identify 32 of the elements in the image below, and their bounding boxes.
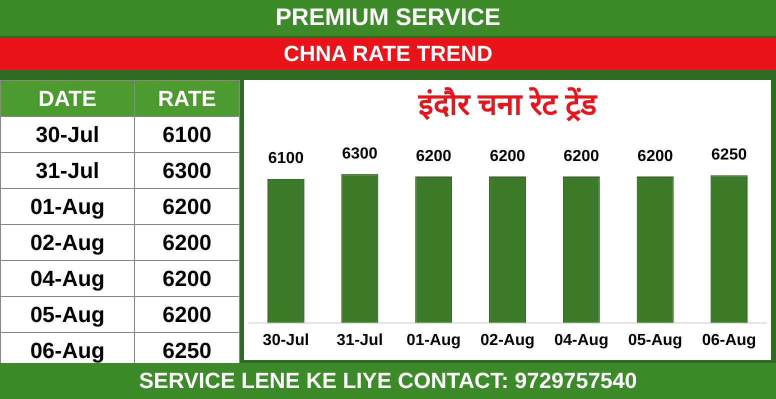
- x-tick-label: 31-Jul: [336, 332, 383, 349]
- text: PREMIUM SERVICE: [0, 0, 776, 36]
- x-tick-label: 01-Aug: [406, 332, 461, 349]
- x-tick-label: 04-Aug: [554, 332, 608, 349]
- x-tick-label: 30-Jul: [262, 332, 310, 349]
- data-label: 6300: [134, 152, 240, 188]
- data-label: 6200: [134, 296, 240, 332]
- data-label: 6250: [711, 146, 747, 164]
- category-label: 30-Jul: [0, 116, 134, 152]
- text: SERVICE LENE KE LIYE CONTACT: 9729757540: [0, 363, 776, 399]
- data-label: 6200: [490, 148, 526, 165]
- text: RATE: [134, 80, 240, 116]
- category-label: 02-Aug: [0, 224, 134, 260]
- x-tick-label: 06-Aug: [702, 332, 756, 349]
- category-label: 31-Jul: [0, 152, 134, 188]
- category-label: 04-Aug: [0, 260, 134, 296]
- x-tick-label: 05-Aug: [628, 332, 682, 349]
- data-label: 6200: [134, 188, 240, 224]
- data-label: 6300: [342, 146, 378, 163]
- category-label: 01-Aug: [0, 188, 134, 224]
- data-label: 6100: [268, 150, 304, 168]
- text: DATE: [0, 80, 134, 116]
- data-label: 6200: [416, 148, 452, 165]
- data-label: 6250: [134, 332, 240, 368]
- data-label: 6200: [134, 224, 240, 260]
- data-label: 6100: [134, 116, 240, 152]
- x-tick-label: 02-Aug: [480, 332, 535, 349]
- data-label: 6200: [637, 148, 674, 165]
- chart-title: इंदौर चना रेट ट्रेंड: [417, 86, 598, 122]
- data-label: 6200: [564, 148, 600, 165]
- chart-subtitle: CHNA RATE TREND: [0, 38, 776, 70]
- data-label: 6200: [134, 260, 240, 296]
